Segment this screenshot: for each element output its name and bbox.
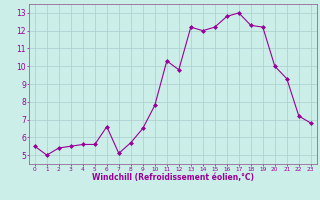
X-axis label: Windchill (Refroidissement éolien,°C): Windchill (Refroidissement éolien,°C) [92,173,254,182]
